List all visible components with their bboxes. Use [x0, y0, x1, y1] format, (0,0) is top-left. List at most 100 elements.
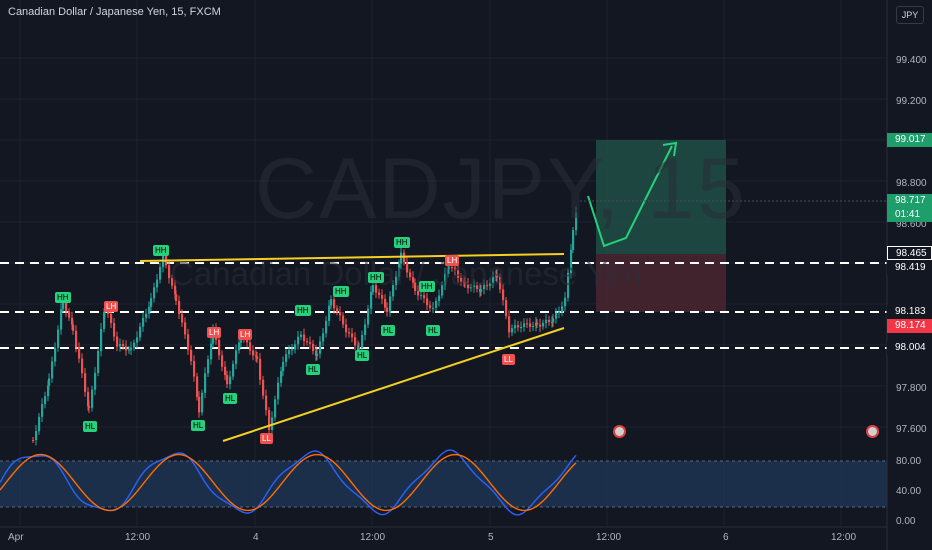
candle-body — [139, 326, 142, 338]
candle-body — [268, 410, 271, 430]
swing-marker: HL — [83, 421, 98, 432]
candle-body — [395, 276, 398, 286]
candle-body — [448, 267, 451, 269]
candle-body — [496, 274, 499, 278]
candle-body — [62, 299, 65, 310]
candle-body — [539, 324, 542, 327]
swing-marker: HL — [381, 325, 396, 336]
stop-price-tag: 98.174 — [887, 319, 932, 333]
price-label: 97.800 — [896, 383, 927, 394]
swing-marker: HH — [419, 281, 435, 292]
candle-body — [429, 305, 432, 308]
candle-body — [548, 319, 551, 323]
candle-body — [156, 279, 159, 288]
candle-body — [285, 354, 288, 362]
candle-body — [489, 283, 492, 286]
candle-body — [378, 292, 381, 295]
candle-body — [232, 363, 235, 377]
candle-body — [454, 267, 457, 271]
candle-body — [570, 249, 573, 273]
candle-body — [130, 347, 133, 350]
candle-body — [97, 351, 100, 373]
candle-body — [78, 347, 81, 359]
candle-body — [542, 322, 545, 327]
candle-body — [210, 343, 213, 360]
candle-body — [71, 317, 74, 325]
candle-body — [473, 285, 476, 288]
candle-body — [249, 342, 252, 351]
swing-marker: HH — [368, 272, 384, 283]
candle-body — [555, 313, 558, 319]
candle-body — [175, 294, 178, 302]
candle-body — [457, 270, 460, 278]
candle-body — [364, 324, 367, 336]
candle-body — [354, 337, 357, 346]
candle-body — [100, 328, 103, 352]
candle-body — [406, 262, 409, 273]
candle-body — [145, 313, 148, 318]
candle-body — [235, 350, 238, 364]
candle-body — [358, 348, 361, 351]
candle-body — [328, 305, 331, 321]
candle-body — [438, 295, 441, 301]
swing-marker: LH — [445, 255, 460, 266]
candle-body — [116, 336, 119, 347]
price-label: 99.200 — [896, 96, 927, 107]
candle-body — [480, 289, 483, 293]
candle-body — [460, 277, 463, 282]
candle-body — [110, 313, 113, 324]
candle-body — [75, 330, 78, 348]
candle-body — [370, 291, 373, 309]
clock-icon[interactable] — [613, 425, 626, 438]
clock-icon[interactable] — [866, 425, 879, 438]
candle-body — [552, 318, 555, 323]
take-profit-zone — [596, 140, 726, 254]
target-price-tag: 99.017 — [887, 133, 932, 147]
time-label: 12:00 — [360, 532, 386, 543]
candle-body — [207, 359, 210, 374]
candle-body — [88, 406, 91, 408]
candle-body — [201, 392, 204, 413]
candle-body — [492, 276, 495, 284]
candle-body — [532, 326, 535, 328]
candle-body — [564, 297, 567, 307]
candle-body — [54, 347, 57, 362]
candle-body — [291, 349, 294, 351]
time-label: Apr — [8, 532, 24, 543]
candle-body — [44, 396, 47, 405]
name-watermark: Canadian Dollar / Japanese Yen — [170, 255, 642, 292]
candle-body — [444, 273, 447, 285]
candle-body — [174, 285, 177, 295]
swing-marker: HL — [306, 364, 321, 375]
candle-body — [572, 230, 575, 250]
projection-arrowhead — [662, 141, 678, 157]
oscillator-k-line — [0, 449, 577, 516]
candle-body — [142, 317, 145, 327]
candle-body — [226, 375, 229, 385]
candle-body — [499, 277, 502, 290]
candle-body — [545, 319, 548, 323]
candle-body — [514, 325, 517, 329]
entry-price-tag: 98.465 — [887, 246, 932, 260]
chart-title: Canadian Dollar / Japanese Yen, 15, FXCM — [8, 6, 221, 18]
candle-body — [303, 334, 306, 342]
resistance-trendline — [139, 253, 565, 262]
candle-body — [119, 344, 122, 347]
candle-body — [221, 355, 224, 367]
swing-marker: HH — [55, 292, 71, 303]
swing-marker: HH — [333, 286, 349, 297]
currency-button[interactable]: JPY — [896, 6, 924, 24]
candle-body — [536, 322, 539, 325]
candle-body — [384, 298, 387, 308]
candle-body — [312, 343, 315, 351]
candle-body — [280, 371, 283, 383]
candle-body — [351, 333, 354, 338]
candle-body — [558, 311, 561, 314]
candle-body — [322, 333, 325, 342]
swing-marker: LH — [238, 329, 253, 340]
swing-marker: LH — [104, 301, 119, 312]
time-label: 4 — [253, 532, 259, 543]
candle-body — [339, 312, 342, 316]
candle-body — [315, 350, 318, 356]
